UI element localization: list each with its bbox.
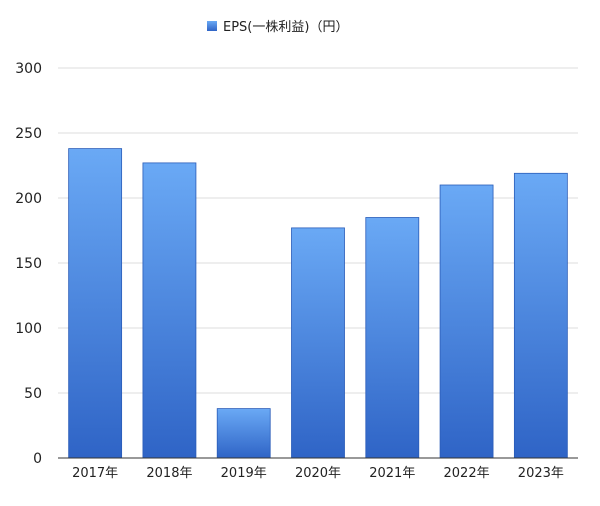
y-tick-label: 200: [15, 191, 42, 207]
x-tick-label: 2019年: [221, 466, 267, 481]
legend-swatch: [207, 21, 217, 31]
x-axis-ticks: 2017年 2018年 2019年 2020年 2021年 2022年 2023年: [72, 466, 564, 481]
legend: EPS(一株利益)（円）: [207, 20, 348, 35]
y-tick-label: 0: [33, 451, 42, 467]
x-tick-label: 2022年: [444, 466, 490, 481]
bar-2018年: [142, 162, 197, 459]
bar-2021年: [365, 217, 420, 459]
x-tick-label: 2017年: [72, 466, 118, 481]
bar-2017年: [68, 148, 123, 459]
bar-2020年: [291, 227, 345, 459]
y-tick-label: 50: [24, 386, 42, 402]
y-axis-ticks: 0 50 100 150 200 250 300: [15, 61, 42, 467]
x-tick-label: 2021年: [369, 466, 415, 481]
y-tick-label: 300: [15, 61, 42, 77]
y-tick-label: 250: [15, 126, 42, 142]
legend-label: EPS(一株利益)（円）: [223, 20, 348, 35]
bar-2019年: [216, 408, 271, 459]
y-tick-label: 100: [15, 321, 42, 337]
y-tick-label: 150: [15, 256, 42, 272]
bars: [68, 148, 568, 459]
x-tick-label: 2018年: [146, 466, 192, 481]
x-tick-label: 2020年: [295, 466, 341, 481]
bar-2022年: [439, 184, 494, 459]
bar-2023年: [513, 172, 568, 459]
x-tick-label: 2023年: [518, 466, 564, 481]
